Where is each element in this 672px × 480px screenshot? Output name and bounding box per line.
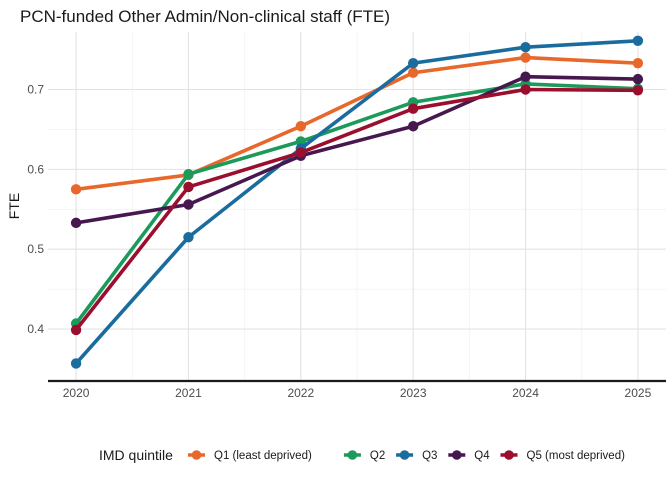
data-point (183, 232, 194, 243)
data-point (407, 57, 419, 69)
series-line (74, 55, 640, 192)
legend-label: Q5 (most deprived) (527, 450, 626, 462)
chart-title: PCN-funded Other Admin/Non-clinical staf… (20, 7, 390, 26)
x-tick-label: 2021 (175, 386, 202, 400)
data-point (70, 358, 82, 369)
data-point (295, 147, 307, 158)
y-tick-label: 0.5 (27, 242, 44, 256)
series-line (74, 74, 640, 225)
data-point (520, 52, 531, 63)
legend-key-point (452, 450, 462, 460)
legend-label: Q3 (422, 450, 437, 462)
series-line (74, 82, 640, 326)
legend-label: Q2 (370, 450, 385, 462)
y-tick-label: 0.7 (27, 83, 44, 97)
legend-key-point (191, 450, 202, 460)
data-point (632, 73, 644, 85)
legend-item: Q4 (448, 450, 490, 462)
data-point (632, 35, 644, 46)
legend-label: Q1 (least deprived) (214, 450, 312, 462)
series-line (74, 87, 640, 332)
y-tick-label: 0.6 (27, 162, 44, 176)
legend-item: Q2 (343, 450, 385, 462)
data-point (295, 136, 307, 147)
legend-title: IMD quintile (99, 447, 173, 463)
data-point (407, 121, 419, 132)
legend-item: Q5 (most deprived) (500, 450, 626, 462)
data-point (520, 71, 531, 82)
data-point (70, 217, 82, 229)
x-tick-label: 2023 (400, 386, 427, 400)
data-point (407, 103, 419, 114)
data-point (520, 84, 531, 95)
x-tick-label: 2024 (512, 386, 539, 400)
x-tick-label: 2025 (625, 386, 652, 400)
legend-label: Q4 (474, 450, 490, 462)
data-point (183, 181, 194, 193)
x-axis-ticks: 2020 2021 2022 2023 2024 2025 (63, 386, 652, 400)
legend-key-point (504, 450, 514, 460)
data-point (632, 57, 644, 69)
data-point (407, 67, 419, 78)
y-axis-title: FTE (6, 193, 22, 219)
data-point (632, 85, 644, 96)
legend-item: Q3 (396, 450, 437, 462)
series-layer (70, 35, 644, 369)
legend-item: Q1 (least deprived) (188, 450, 312, 462)
legend: IMD quintile Q1 (least deprived) Q2 Q3 Q4 Q5… (99, 447, 625, 463)
x-tick-label: 2022 (287, 386, 314, 400)
legend-key-point (347, 450, 358, 460)
series-group (70, 84, 644, 336)
y-tick-label: 0.4 (27, 322, 44, 336)
data-point (295, 121, 307, 132)
legend-key-point (399, 450, 410, 460)
data-point (70, 184, 82, 195)
x-tick-label: 2020 (63, 386, 90, 400)
series-line (74, 38, 640, 366)
data-point (183, 199, 194, 210)
data-point (520, 41, 531, 53)
data-point (183, 168, 194, 180)
data-point (70, 324, 82, 336)
y-axis-ticks: 0.4 0.5 0.6 0.7 (27, 83, 44, 337)
